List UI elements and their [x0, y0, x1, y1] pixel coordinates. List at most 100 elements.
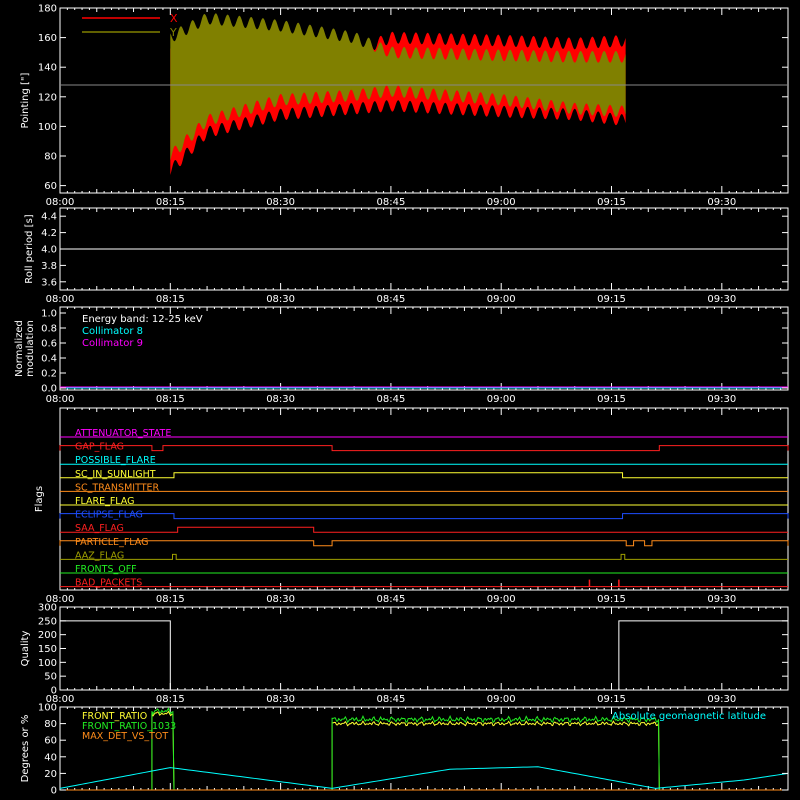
y-tick-label: 0.6 — [41, 339, 57, 350]
y-tick-label: 0 — [51, 786, 57, 797]
x-tick-label: 08:15 — [156, 394, 185, 405]
y-axis-label: Flags — [34, 486, 45, 512]
panel-frame-3 — [59, 407, 789, 591]
flag-label: POSSIBLE_FLARE — [75, 455, 156, 466]
y-axis-label: modulation — [25, 320, 36, 377]
x-tick-label: 08:45 — [376, 394, 405, 405]
y-axis-label: Normalized — [14, 320, 25, 377]
flag-label: ECLIPSE_FLAG — [75, 510, 143, 521]
x-tick-label: 09:15 — [597, 294, 626, 305]
legend-label-latitude: Absolute geomagnetic latitude — [612, 711, 766, 722]
y-tick-label: 4.0 — [41, 245, 57, 256]
y-tick-label: 20 — [44, 769, 57, 780]
flag-label: SC_IN_SUNLIGHT — [75, 469, 156, 480]
x-tick-label: 08:30 — [266, 594, 295, 605]
y-tick-label: 3.8 — [41, 261, 57, 272]
legend-label-collimator: Collimator 9 — [82, 338, 143, 349]
legend-label: FRONT_RATIO_1033 — [82, 721, 176, 732]
x-tick-label: 08:30 — [266, 197, 295, 208]
quality-line — [60, 620, 788, 691]
x-tick-label: 09:15 — [597, 694, 626, 705]
y-tick-label: 0 — [51, 686, 57, 697]
x-tick-label: 09:30 — [707, 594, 736, 605]
front-ratio-line — [331, 720, 660, 791]
x-tick-label: 08:15 — [156, 594, 185, 605]
x-tick-label: 08:45 — [376, 594, 405, 605]
y-tick-label: 4.4 — [41, 212, 57, 223]
y-tick-label: 0.8 — [41, 324, 57, 335]
front-ratio-1033-line — [331, 714, 660, 791]
flag-line — [59, 540, 789, 547]
flag-label: PARTICLE_FLAG — [75, 537, 148, 548]
x-tick-label: 08:00 — [46, 694, 75, 705]
legend-label-x: X — [170, 12, 178, 25]
flag-line — [60, 472, 788, 479]
legend-label: MAX_DET_VS_TOT — [82, 731, 168, 742]
y-tick-label: 80 — [44, 719, 57, 730]
y-tick-label: 50 — [44, 672, 57, 683]
x-tick-label: 08:30 — [266, 694, 295, 705]
y-tick-label: 60 — [44, 181, 57, 192]
flag-label: BAD_PACKETS — [75, 578, 142, 589]
y-axis-label: Pointing ["] — [20, 72, 31, 128]
y-tick-label: 100 — [38, 703, 57, 714]
geomagnetic-latitude-line — [59, 766, 789, 789]
y-tick-label: 100 — [38, 122, 57, 133]
y-axis-label: Roll period [s] — [24, 214, 35, 283]
x-tick-label: 08:00 — [46, 394, 75, 405]
x-tick-label: 08:15 — [156, 694, 185, 705]
y-tick-label: 0.0 — [41, 384, 57, 395]
x-tick-label: 09:15 — [597, 594, 626, 605]
x-tick-label: 09:00 — [487, 594, 516, 605]
x-tick-label: 09:15 — [597, 394, 626, 405]
flag-line — [59, 445, 789, 452]
y-tick-label: 0.2 — [41, 369, 57, 380]
x-tick-label: 09:30 — [707, 197, 736, 208]
panel-frame-2 — [59, 306, 789, 391]
x-tick-label: 08:30 — [266, 394, 295, 405]
y-axis-label: Degrees or % — [20, 715, 31, 783]
x-tick-label: 08:15 — [156, 294, 185, 305]
x-tick-label: 08:00 — [46, 294, 75, 305]
flag-line — [60, 526, 788, 533]
x-tick-label: 09:00 — [487, 694, 516, 705]
legend-label-y: Y — [169, 26, 177, 39]
x-tick-label: 08:45 — [376, 197, 405, 208]
x-tick-label: 09:00 — [487, 197, 516, 208]
x-tick-label: 08:45 — [376, 694, 405, 705]
front-ratio-1033-line — [151, 707, 175, 791]
x-tick-label: 09:30 — [707, 694, 736, 705]
y-tick-label: 60 — [44, 736, 57, 747]
flag-label: AAZ_FLAG — [75, 550, 124, 561]
legend-label: FRONT_RATIO — [82, 711, 147, 722]
flag-label: ATTENUATOR_STATE — [75, 428, 171, 439]
x-tick-label: 08:00 — [46, 594, 75, 605]
flag-label: SC_TRANSMITTER — [75, 482, 160, 493]
y-tick-label: 200 — [38, 630, 57, 641]
x-tick-label: 09:15 — [597, 197, 626, 208]
y-tick-label: 300 — [38, 603, 57, 614]
y-tick-label: 250 — [38, 616, 57, 627]
front-ratio-line — [151, 710, 175, 791]
x-tick-label: 09:00 — [487, 294, 516, 305]
energy-band-annotation: Energy band: 12-25 keV — [82, 314, 203, 325]
x-tick-label: 08:15 — [156, 197, 185, 208]
legend-label-collimator: Collimator 8 — [82, 326, 143, 337]
y-tick-label: 160 — [38, 33, 57, 44]
x-tick-label: 08:45 — [376, 294, 405, 305]
flag-label: FRONTS_OFF — [75, 564, 137, 575]
y-tick-label: 120 — [38, 92, 57, 103]
y-axis-label: Quality — [20, 631, 31, 667]
x-tick-label: 09:30 — [707, 294, 736, 305]
y-tick-label: 100 — [38, 658, 57, 669]
y-tick-label: 3.6 — [41, 277, 57, 288]
flag-label: FLARE_FLAG — [75, 496, 135, 507]
flag-label: GAP_FLAG — [75, 442, 124, 453]
y-tick-label: 1.0 — [41, 309, 57, 320]
y-tick-label: 180 — [38, 4, 57, 15]
y-tick-label: 40 — [44, 752, 57, 763]
panel-frame-0 — [59, 7, 789, 194]
flag-label: SAA_FLAG — [75, 523, 124, 534]
y-tick-label: 80 — [44, 152, 57, 163]
